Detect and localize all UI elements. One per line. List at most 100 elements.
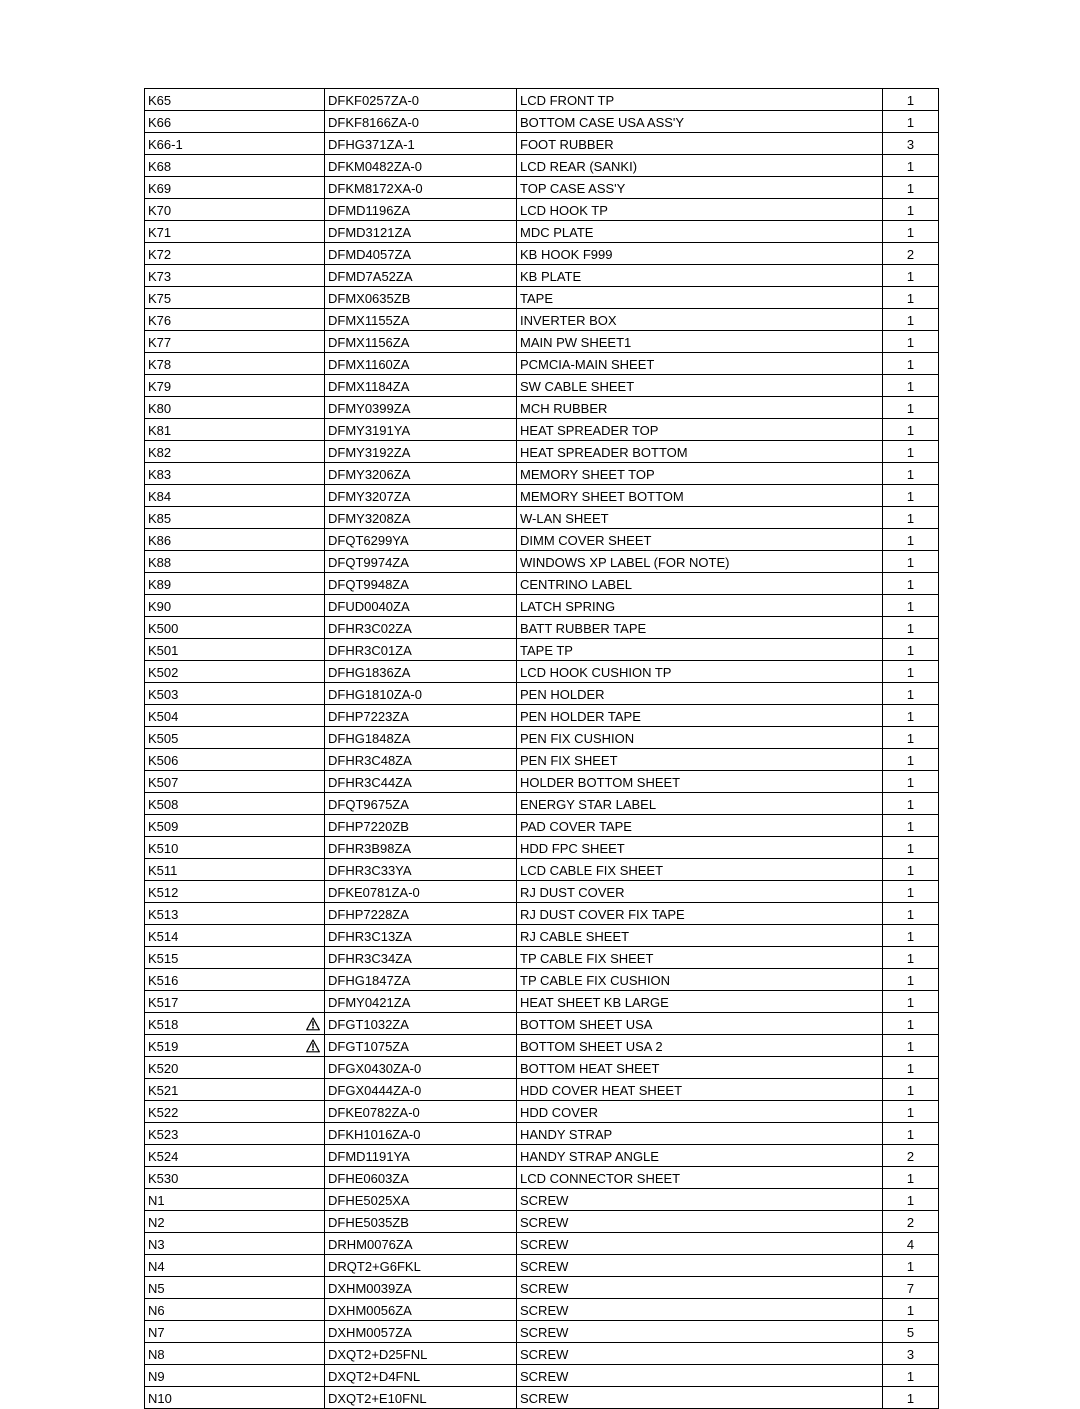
ref-text: K506: [148, 753, 178, 768]
ref-text: K71: [148, 225, 171, 240]
ref-text: K83: [148, 467, 171, 482]
ref-text: K514: [148, 929, 178, 944]
table-row: K506DFHR3C48ZAPEN FIX SHEET1: [145, 749, 939, 771]
cell-part-no: DFHE5025XA: [325, 1189, 517, 1211]
cell-ref: K72: [145, 243, 325, 265]
cell-part-no: DFQT9948ZA: [325, 573, 517, 595]
cell-ref: K523: [145, 1123, 325, 1145]
ref-text: N7: [148, 1325, 165, 1340]
cell-description: SCREW: [517, 1299, 883, 1321]
table-row: N10DXQT2+E10FNLSCREW1: [145, 1387, 939, 1409]
cell-part-no: DFHP7228ZA: [325, 903, 517, 925]
table-row: N3DRHM0076ZASCREW4: [145, 1233, 939, 1255]
cell-qty: 1: [883, 1299, 939, 1321]
cell-description: SCREW: [517, 1343, 883, 1365]
cell-part-no: DFKE0781ZA-0: [325, 881, 517, 903]
warning-icon: [306, 1039, 320, 1052]
cell-qty: 1: [883, 375, 939, 397]
cell-qty: 5: [883, 1321, 939, 1343]
cell-part-no: DFMD4057ZA: [325, 243, 517, 265]
cell-ref: K71: [145, 221, 325, 243]
ref-text: K80: [148, 401, 171, 416]
table-row: K504DFHP7223ZAPEN HOLDER TAPE1: [145, 705, 939, 727]
cell-qty: 1: [883, 331, 939, 353]
cell-description: RJ DUST COVER: [517, 881, 883, 903]
table-row: K82DFMY3192ZAHEAT SPREADER BOTTOM1: [145, 441, 939, 463]
cell-ref: K84: [145, 485, 325, 507]
cell-ref: K515: [145, 947, 325, 969]
table-row: K524DFMD1191YAHANDY STRAP ANGLE2: [145, 1145, 939, 1167]
ref-text: K86: [148, 533, 171, 548]
table-row: K70DFMD1196ZALCD HOOK TP1: [145, 199, 939, 221]
cell-description: BATT RUBBER TAPE: [517, 617, 883, 639]
cell-ref: K507: [145, 771, 325, 793]
cell-ref: K500: [145, 617, 325, 639]
cell-part-no: DFMY0421ZA: [325, 991, 517, 1013]
cell-ref: K505: [145, 727, 325, 749]
cell-ref: K516: [145, 969, 325, 991]
cell-ref: K69: [145, 177, 325, 199]
cell-part-no: DFMD7A52ZA: [325, 265, 517, 287]
cell-ref: K517: [145, 991, 325, 1013]
cell-part-no: DFMX0635ZB: [325, 287, 517, 309]
table-row: N7DXHM0057ZASCREW5: [145, 1321, 939, 1343]
cell-part-no: DFGX0444ZA-0: [325, 1079, 517, 1101]
cell-ref: K80: [145, 397, 325, 419]
cell-description: KB HOOK F999: [517, 243, 883, 265]
table-row: N5DXHM0039ZASCREW7: [145, 1277, 939, 1299]
cell-part-no: DFQT6299YA: [325, 529, 517, 551]
cell-qty: 2: [883, 1145, 939, 1167]
table-row: K518DFGT1032ZABOTTOM SHEET USA1: [145, 1013, 939, 1035]
table-row: K520DFGX0430ZA-0BOTTOM HEAT SHEET1: [145, 1057, 939, 1079]
ref-text: K519: [148, 1039, 178, 1054]
table-row: K75DFMX0635ZBTAPE1: [145, 287, 939, 309]
cell-part-no: DFHR3C48ZA: [325, 749, 517, 771]
ref-text: K500: [148, 621, 178, 636]
cell-qty: 1: [883, 397, 939, 419]
table-row: K522DFKE0782ZA-0HDD COVER1: [145, 1101, 939, 1123]
cell-part-no: DXHM0057ZA: [325, 1321, 517, 1343]
cell-qty: 1: [883, 485, 939, 507]
cell-qty: 7: [883, 1277, 939, 1299]
table-row: K509DFHP7220ZBPAD COVER TAPE1: [145, 815, 939, 837]
cell-description: LCD CONNECTOR SHEET: [517, 1167, 883, 1189]
cell-ref: K65: [145, 89, 325, 111]
table-row: K507DFHR3C44ZAHOLDER BOTTOM SHEET1: [145, 771, 939, 793]
cell-ref: N5: [145, 1277, 325, 1299]
cell-part-no: DFMD1196ZA: [325, 199, 517, 221]
cell-description: TP CABLE FIX CUSHION: [517, 969, 883, 991]
cell-part-no: DFMY0399ZA: [325, 397, 517, 419]
cell-part-no: DFGT1032ZA: [325, 1013, 517, 1035]
cell-description: TAPE TP: [517, 639, 883, 661]
cell-description: LCD HOOK TP: [517, 199, 883, 221]
cell-description: HANDY STRAP ANGLE: [517, 1145, 883, 1167]
cell-ref: K73: [145, 265, 325, 287]
cell-qty: 1: [883, 815, 939, 837]
cell-description: INVERTER BOX: [517, 309, 883, 331]
cell-ref: N6: [145, 1299, 325, 1321]
ref-text: K504: [148, 709, 178, 724]
cell-ref: K520: [145, 1057, 325, 1079]
cell-ref: K506: [145, 749, 325, 771]
cell-part-no: DFKF0257ZA-0: [325, 89, 517, 111]
parts-table: K65DFKF0257ZA-0LCD FRONT TP1K66DFKF8166Z…: [144, 88, 939, 1409]
ref-text: N2: [148, 1215, 165, 1230]
ref-text: K516: [148, 973, 178, 988]
cell-part-no: DFMY3192ZA: [325, 441, 517, 463]
cell-qty: 1: [883, 111, 939, 133]
cell-part-no: DFKF8166ZA-0: [325, 111, 517, 133]
ref-text: N1: [148, 1193, 165, 1208]
table-row: K508DFQT9675ZAENERGY STAR LABEL1: [145, 793, 939, 815]
cell-part-no: DFHR3C34ZA: [325, 947, 517, 969]
cell-part-no: DFHP7223ZA: [325, 705, 517, 727]
table-row: K81DFMY3191YAHEAT SPREADER TOP1: [145, 419, 939, 441]
ref-text: N8: [148, 1347, 165, 1362]
parts-table-body: K65DFKF0257ZA-0LCD FRONT TP1K66DFKF8166Z…: [145, 89, 939, 1409]
cell-qty: 1: [883, 903, 939, 925]
table-row: K69DFKM8172XA-0TOP CASE ASS'Y1: [145, 177, 939, 199]
ref-text: K510: [148, 841, 178, 856]
table-row: K73DFMD7A52ZAKB PLATE1: [145, 265, 939, 287]
cell-description: SW CABLE SHEET: [517, 375, 883, 397]
cell-part-no: DFKE0782ZA-0: [325, 1101, 517, 1123]
cell-part-no: DFHR3B98ZA: [325, 837, 517, 859]
